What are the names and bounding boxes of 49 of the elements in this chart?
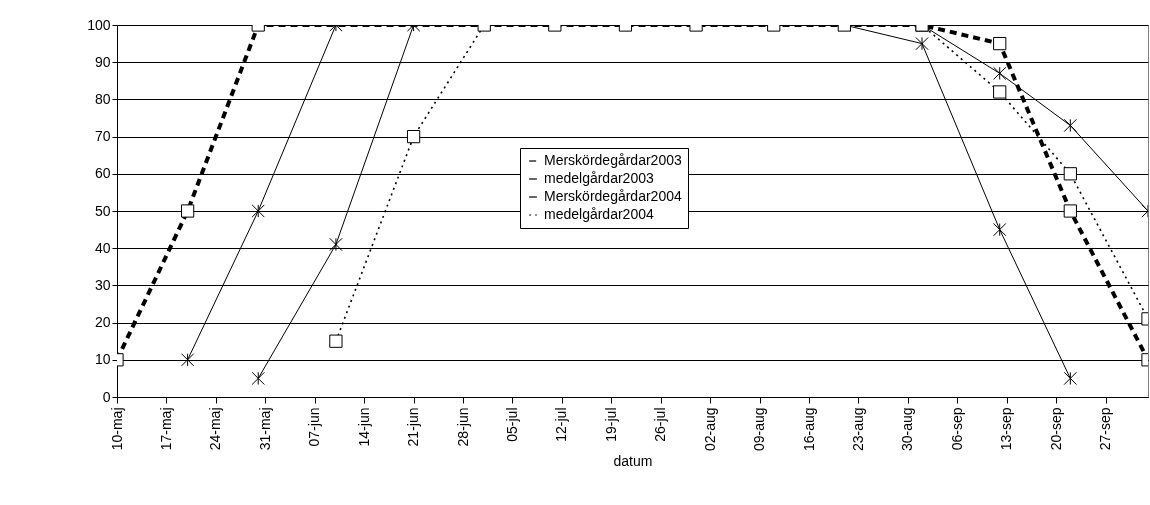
y-tick-label: 90	[94, 53, 111, 70]
y-tick-label: 40	[94, 239, 111, 256]
point	[180, 353, 195, 367]
x-tick-label: 06-sep	[948, 407, 965, 451]
x-tick-label: 02-aug	[701, 407, 718, 452]
x-tick-label: 31-maj	[256, 407, 273, 451]
y-tick-label: 20	[94, 314, 111, 331]
x-tick-label: 21-jun	[405, 407, 422, 447]
point	[1063, 204, 1077, 218]
point	[180, 204, 195, 218]
point	[993, 222, 1007, 237]
x-tick-label: 17-maj	[157, 407, 174, 451]
point	[251, 371, 265, 386]
y-tick-label: 100	[87, 16, 111, 33]
y-tick-label: 80	[94, 90, 111, 107]
x-tick-label: 07-jun	[306, 407, 323, 447]
x-tick-label: 05-jul	[503, 407, 520, 442]
y-tick-label: 60	[94, 165, 111, 182]
point	[329, 237, 343, 252]
legend-label: medelgårdar2003	[544, 170, 654, 186]
x-axis-title: datum	[613, 453, 653, 470]
x-tick-label: 20-sep	[1047, 407, 1064, 451]
y-tick-label: 70	[94, 128, 111, 145]
x-tick-label: 24-maj	[207, 407, 224, 451]
x-tick-label: 19-jul	[602, 407, 619, 442]
x-tick-label: 12-jul	[553, 407, 570, 442]
x-tick-label: 09-aug	[751, 407, 768, 452]
x-tick-label: 23-aug	[849, 407, 866, 452]
y-tick-label: 0	[102, 388, 111, 405]
point	[251, 204, 265, 218]
x-tick-label: 13-sep	[998, 407, 1015, 451]
legend-label: medelgårdar2004	[544, 206, 654, 222]
x-tick-label: 26-jul	[652, 407, 669, 442]
x-tick-label: 28-jun	[454, 407, 471, 447]
point	[1063, 371, 1077, 386]
x-tick-label: 30-aug	[899, 407, 916, 452]
point	[406, 129, 421, 144]
y-tick-label: 10	[94, 351, 111, 368]
x-tick-label: 14-jun	[355, 407, 372, 447]
y-tick-label: 30	[94, 276, 111, 293]
x-tick-label: 27-sep	[1097, 407, 1114, 451]
y-tick-label: 50	[94, 202, 111, 219]
x-tick-label: 10-maj	[108, 407, 125, 451]
legend-label: Merskördegårdar2003	[544, 152, 682, 168]
point	[1063, 167, 1077, 181]
legend-label: Merskördegårdar2004	[544, 188, 682, 204]
x-tick-label: 16-aug	[800, 407, 817, 452]
point	[1063, 118, 1077, 133]
point	[329, 334, 343, 348]
